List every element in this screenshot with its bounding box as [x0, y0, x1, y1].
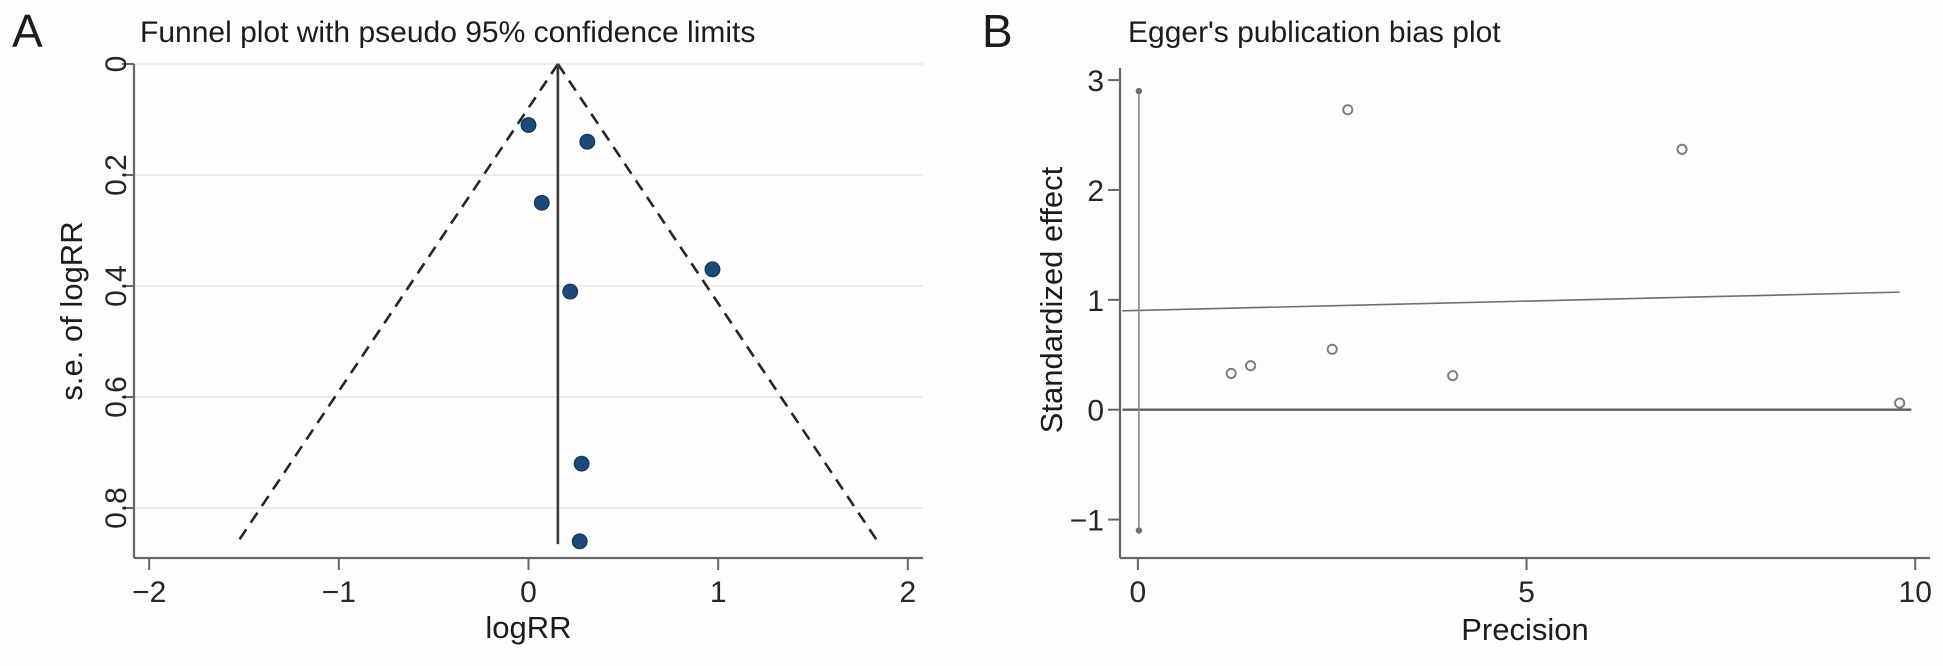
study-data-point: [520, 117, 537, 134]
y-tick-label: 0: [1087, 395, 1104, 428]
study-data-point: [1447, 370, 1459, 382]
funnel-plot-title: Funnel plot with pseudo 95% confidence l…: [140, 16, 756, 49]
funnel-y-axis-title: s.e. of logRR: [54, 221, 89, 401]
ci-endpoint-dot: [1135, 527, 1143, 534]
y-tick-label: 0.2: [100, 154, 133, 196]
x-tick-label: 0: [520, 576, 537, 609]
study-data-point: [1676, 143, 1688, 155]
x-tick-label: 1: [710, 576, 727, 609]
study-data-point: [579, 133, 596, 150]
x-tick-label: 2: [899, 576, 916, 609]
y-tick-label: −1: [1070, 505, 1104, 538]
study-data-point: [562, 283, 579, 300]
egger-plot-title: Egger's publication bias plot: [1128, 16, 1501, 49]
funnel-limit-right-dashed-line: [556, 63, 881, 546]
study-data-point: [1894, 397, 1906, 409]
ci-endpoint-dot: [1135, 87, 1143, 95]
y-tick-label: 2: [1087, 175, 1104, 208]
x-tick-label: 5: [1518, 576, 1535, 609]
funnel-limit-left-dashed-line: [234, 63, 559, 546]
study-data-point: [533, 194, 550, 211]
study-data-point: [1245, 360, 1257, 372]
x-tick-label: 10: [1899, 576, 1932, 609]
study-data-point: [573, 455, 590, 472]
egger-x-axis-title: Precision: [1461, 612, 1589, 647]
study-data-point: [1342, 104, 1354, 116]
x-tick-label: −1: [322, 576, 356, 609]
funnel-x-axis-title: logRR: [485, 610, 572, 645]
panel-b-letter: B: [982, 5, 1013, 57]
x-tick-label: −2: [132, 576, 166, 609]
panel-a-letter: A: [12, 5, 43, 57]
y-tick-label: 0: [100, 56, 133, 73]
x-tick-label: 0: [1130, 576, 1147, 609]
y-tick-label: 0.4: [100, 265, 133, 307]
study-data-point: [1326, 343, 1338, 355]
y-tick-label: 0.8: [100, 487, 133, 529]
y-tick-label: 1: [1087, 285, 1104, 318]
y-tick-label: 0.6: [100, 376, 133, 418]
y-tick-label: 3: [1087, 65, 1104, 98]
egger-y-axis-title: Standardized effect: [1034, 166, 1069, 434]
egger-regression-line: [1122, 291, 1900, 312]
study-data-point: [704, 261, 721, 278]
study-data-point: [1225, 367, 1237, 379]
study-data-point: [571, 533, 588, 550]
